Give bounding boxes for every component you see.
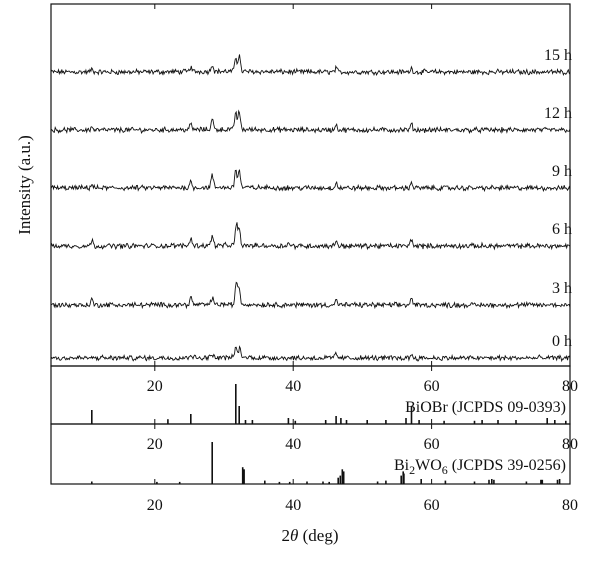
x-tick-label: 40 xyxy=(285,378,301,395)
x-tick-label: 80 xyxy=(562,378,578,395)
trace-label: 9 h xyxy=(552,163,572,180)
trace-15h xyxy=(50,54,571,77)
x-tick-label: 20 xyxy=(147,436,163,453)
x-tick-label: 20 xyxy=(147,497,163,514)
trace-12h xyxy=(50,109,571,135)
trace-label: 6 h xyxy=(552,221,572,238)
trace-6h xyxy=(50,222,571,251)
trace-0h xyxy=(50,345,571,363)
y-axis-title: Intensity (a.u.) xyxy=(15,135,34,235)
x-tick-label: 20 xyxy=(147,378,163,395)
x-tick-label: 80 xyxy=(562,436,578,453)
x-tick-label: 80 xyxy=(562,497,578,514)
trace-3h xyxy=(50,281,571,310)
ref2-panel-frame xyxy=(50,423,571,485)
trace-label: 12 h xyxy=(544,105,572,122)
bi2wo6-reference-lines xyxy=(91,442,561,484)
trace-label: 15 h xyxy=(544,47,572,64)
x-tick-label: 40 xyxy=(285,436,301,453)
pattern-traces: 15 h 12 h 9 h 6 h 3 h 0 h xyxy=(50,47,572,363)
trace-label: 3 h xyxy=(552,280,572,297)
biobr-reference-label: BiOBr (JCPDS 09-0393) xyxy=(405,399,566,416)
trace-label: 0 h xyxy=(552,333,572,350)
bi2wo6-reference-label: Bi2WO6 (JCPDS 39-0256) xyxy=(394,457,566,477)
axis-ticks: 20 40 60 80 20 40 60 80 20 40 60 80 xyxy=(147,4,578,514)
x-axis-title: 2θ (deg) xyxy=(282,526,339,545)
x-tick-label: 60 xyxy=(424,436,440,453)
x-tick-label: 60 xyxy=(424,497,440,514)
biobr-reference-lines xyxy=(91,384,567,424)
trace-9h xyxy=(50,169,571,193)
x-tick-label: 60 xyxy=(424,378,440,395)
x-tick-label: 40 xyxy=(285,497,301,514)
